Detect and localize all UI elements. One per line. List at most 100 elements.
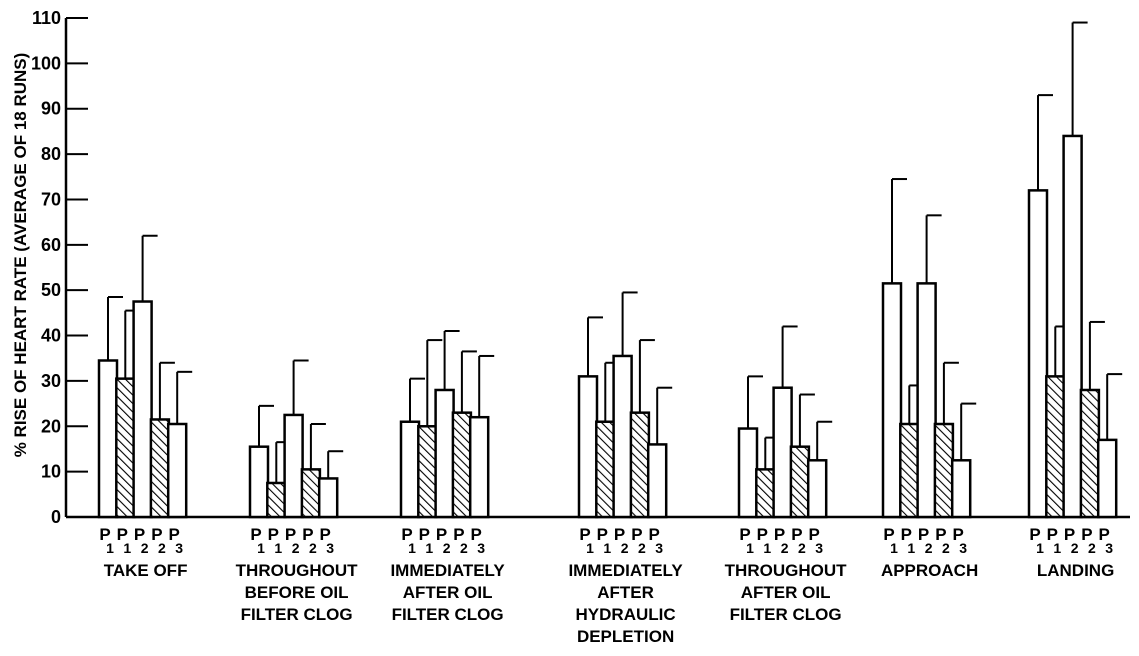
- bar-label-subscript: 3: [477, 540, 485, 556]
- bar-label-p: P: [883, 525, 894, 544]
- category-label: IMMEDIATELY: [390, 561, 505, 580]
- bar: [248, 445, 270, 519]
- category-label: BEFORE OIL: [245, 583, 349, 602]
- bar-label-p: P: [250, 525, 261, 544]
- bar-label-subscript: 2: [798, 540, 806, 556]
- y-tick-label: 0: [51, 507, 61, 527]
- y-axis-label: % RISE OF HEART RATE (AVERAGE OF 18 RUNS…: [11, 53, 30, 458]
- bar: [806, 459, 828, 519]
- bar-label-subscript: 2: [925, 540, 933, 556]
- bar-label-p: P: [631, 525, 642, 544]
- y-tick-label: 60: [41, 235, 61, 255]
- bar-label-p: P: [151, 525, 162, 544]
- category-label: HYDRAULIC: [576, 605, 676, 624]
- bar: [468, 415, 490, 519]
- bar-label-p: P: [134, 525, 145, 544]
- y-tick-label: 70: [41, 189, 61, 209]
- bar-label-subscript: 1: [746, 540, 754, 556]
- bar-group: [97, 234, 193, 519]
- bar: [417, 425, 438, 519]
- bar: [899, 422, 920, 519]
- bar-label-p: P: [302, 525, 313, 544]
- bar: [399, 420, 421, 519]
- bar-label-p: P: [953, 525, 964, 544]
- bar: [1079, 388, 1101, 519]
- bar: [283, 413, 304, 519]
- bar-label-p: P: [791, 525, 802, 544]
- bar-group: [577, 291, 673, 519]
- bar-label-subscript: 1: [408, 540, 416, 556]
- bar: [595, 420, 616, 519]
- bar: [266, 481, 287, 519]
- bar-label-p: P: [1099, 525, 1110, 544]
- bar: [1062, 134, 1083, 519]
- y-tick-label: 110: [32, 8, 61, 28]
- bar-label-p: P: [1064, 525, 1075, 544]
- bar-group: [399, 330, 495, 519]
- bar-label-subscript: 2: [781, 540, 789, 556]
- bar-label-p: P: [1029, 525, 1040, 544]
- bar-label-subscript: 1: [106, 540, 114, 556]
- bar-group: [737, 325, 833, 519]
- bar-label-p: P: [320, 525, 331, 544]
- bar-label-subscript: 2: [1088, 540, 1096, 556]
- bar-label-subscript: 3: [815, 540, 823, 556]
- bar-label-p: P: [597, 525, 608, 544]
- category-label: LANDING: [1037, 561, 1114, 580]
- bar: [1096, 438, 1118, 519]
- y-tick-label: 100: [31, 53, 61, 73]
- bar: [755, 468, 776, 519]
- bar: [132, 300, 153, 519]
- bar-label-subscript: 1: [890, 540, 898, 556]
- category-label: FILTER CLOG: [241, 605, 353, 624]
- bar-label-subscript: 3: [655, 540, 663, 556]
- bar-label-subscript: 3: [959, 540, 967, 556]
- y-tick-label: 50: [41, 280, 61, 300]
- bar-label-p: P: [436, 525, 447, 544]
- bar-label-subscript: 1: [257, 540, 265, 556]
- category-label: TAKE OFF: [104, 561, 188, 580]
- bar-label-p: P: [1047, 525, 1058, 544]
- bar: [451, 411, 473, 519]
- bar-label-p: P: [117, 525, 128, 544]
- bar-label-subscript: 2: [638, 540, 646, 556]
- bar-label-p: P: [774, 525, 785, 544]
- bar-label-subscript: 1: [425, 540, 433, 556]
- category-label: APPROACH: [881, 561, 978, 580]
- bar: [916, 282, 937, 519]
- bar: [149, 418, 171, 519]
- bar-label-p: P: [401, 525, 412, 544]
- bar: [950, 459, 972, 519]
- bar-label-subscript: 1: [763, 540, 771, 556]
- bar-label-subscript: 2: [158, 540, 166, 556]
- bar-label-p: P: [649, 525, 660, 544]
- bar-label-p: P: [285, 525, 296, 544]
- category-label: AFTER OIL: [741, 583, 831, 602]
- y-tick-label: 90: [41, 99, 61, 119]
- bar-label-subscript: 1: [123, 540, 131, 556]
- category-label: FILTER CLOG: [392, 605, 504, 624]
- category-label: AFTER: [597, 583, 654, 602]
- bar: [300, 468, 322, 519]
- bar-label-subscript: 3: [175, 540, 183, 556]
- bar-label-p: P: [268, 525, 279, 544]
- bar-label-subscript: 1: [586, 540, 594, 556]
- bar-label-p: P: [739, 525, 750, 544]
- category-label: THROUGHOUT: [236, 561, 358, 580]
- bar-label-subscript: 2: [292, 540, 300, 556]
- bar-label-subscript: 2: [1071, 540, 1079, 556]
- bars: [97, 21, 1123, 519]
- bar: [646, 443, 668, 519]
- bar: [1045, 375, 1066, 519]
- bar-label-p: P: [99, 525, 110, 544]
- bar: [317, 477, 339, 519]
- bar-label-p: P: [1081, 525, 1092, 544]
- y-tick-label: 20: [41, 416, 61, 436]
- bar-label-subscript: 3: [1105, 540, 1113, 556]
- category-label: IMMEDIATELY: [568, 561, 683, 580]
- bar: [933, 422, 955, 519]
- axes: 0 10 20 30 40 50 60 70 80 90 100 110: [31, 8, 1130, 527]
- bar: [434, 388, 455, 519]
